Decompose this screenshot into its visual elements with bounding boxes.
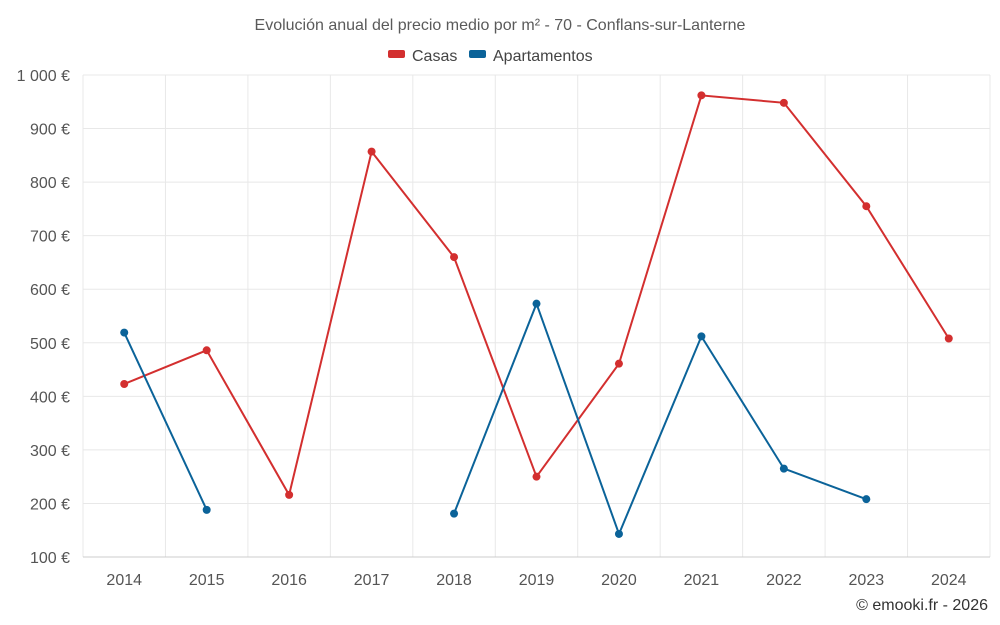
x-tick-label: 2015: [189, 572, 225, 589]
x-tick-label: 2023: [849, 572, 885, 589]
data-point[interactable]: [614, 359, 623, 368]
legend-swatch: [469, 50, 486, 58]
data-point[interactable]: [120, 380, 129, 389]
x-tick-label: 2018: [436, 572, 472, 589]
data-point[interactable]: [614, 529, 623, 538]
grid: [82, 74, 991, 557]
x-axis: 2014 2015 2016 2017 2018 2019 2020 2021 2022 2023…: [83, 556, 990, 589]
x-tick-label: 2022: [766, 572, 802, 589]
series-casas: [120, 91, 953, 499]
y-tick-label: 700 €: [30, 229, 70, 246]
y-tick-label: 200 €: [30, 496, 70, 513]
legend-item-casas[interactable]: Casas: [388, 48, 457, 65]
data-point[interactable]: [120, 328, 129, 337]
data-point[interactable]: [202, 505, 211, 514]
x-tick-label: 2014: [106, 572, 142, 589]
data-point[interactable]: [532, 299, 541, 308]
y-tick-label: 800 €: [30, 175, 70, 192]
x-tick-label: 2017: [354, 572, 390, 589]
data-point[interactable]: [202, 346, 211, 355]
y-tick-label: 500 €: [30, 336, 70, 353]
x-tick-label: 2021: [684, 572, 720, 589]
legend[interactable]: Casas Apartamentos: [388, 48, 593, 65]
data-point[interactable]: [285, 490, 294, 499]
y-tick-label: 900 €: [30, 122, 70, 139]
y-tick-label: 1 000 €: [17, 68, 70, 85]
data-point[interactable]: [779, 464, 788, 473]
y-axis: 100 € 200 € 300 € 400 € 500 € 600 € 700 € 800 €…: [17, 68, 70, 567]
data-point[interactable]: [862, 495, 871, 504]
legend-swatch: [388, 50, 405, 58]
legend-item-apartamentos[interactable]: Apartamentos: [469, 48, 593, 65]
x-tick-label: 2019: [519, 572, 555, 589]
y-tick-label: 600 €: [30, 282, 70, 299]
data-point[interactable]: [532, 472, 541, 481]
x-tick-label: 2024: [931, 572, 967, 589]
y-tick-label: 400 €: [30, 389, 70, 406]
data-point[interactable]: [450, 509, 459, 518]
data-point[interactable]: [450, 253, 459, 262]
chart-title: Evolución anual del precio medio por m² …: [255, 17, 746, 34]
legend-label: Apartamentos: [493, 48, 593, 65]
x-tick-label: 2016: [271, 572, 307, 589]
y-tick-label: 100 €: [30, 550, 70, 567]
data-point[interactable]: [862, 202, 871, 211]
data-point[interactable]: [697, 91, 706, 100]
series-group: [120, 91, 953, 538]
series-line: [123, 300, 867, 537]
credit-text: © emooki.fr - 2026: [856, 597, 988, 614]
data-point[interactable]: [779, 98, 788, 107]
data-point[interactable]: [697, 332, 706, 341]
x-tick-label: 2020: [601, 572, 637, 589]
series-apartamentos: [120, 299, 871, 538]
y-tick-label: 300 €: [30, 443, 70, 460]
data-point[interactable]: [367, 147, 376, 156]
legend-label: Casas: [412, 48, 457, 65]
data-point[interactable]: [944, 334, 953, 343]
